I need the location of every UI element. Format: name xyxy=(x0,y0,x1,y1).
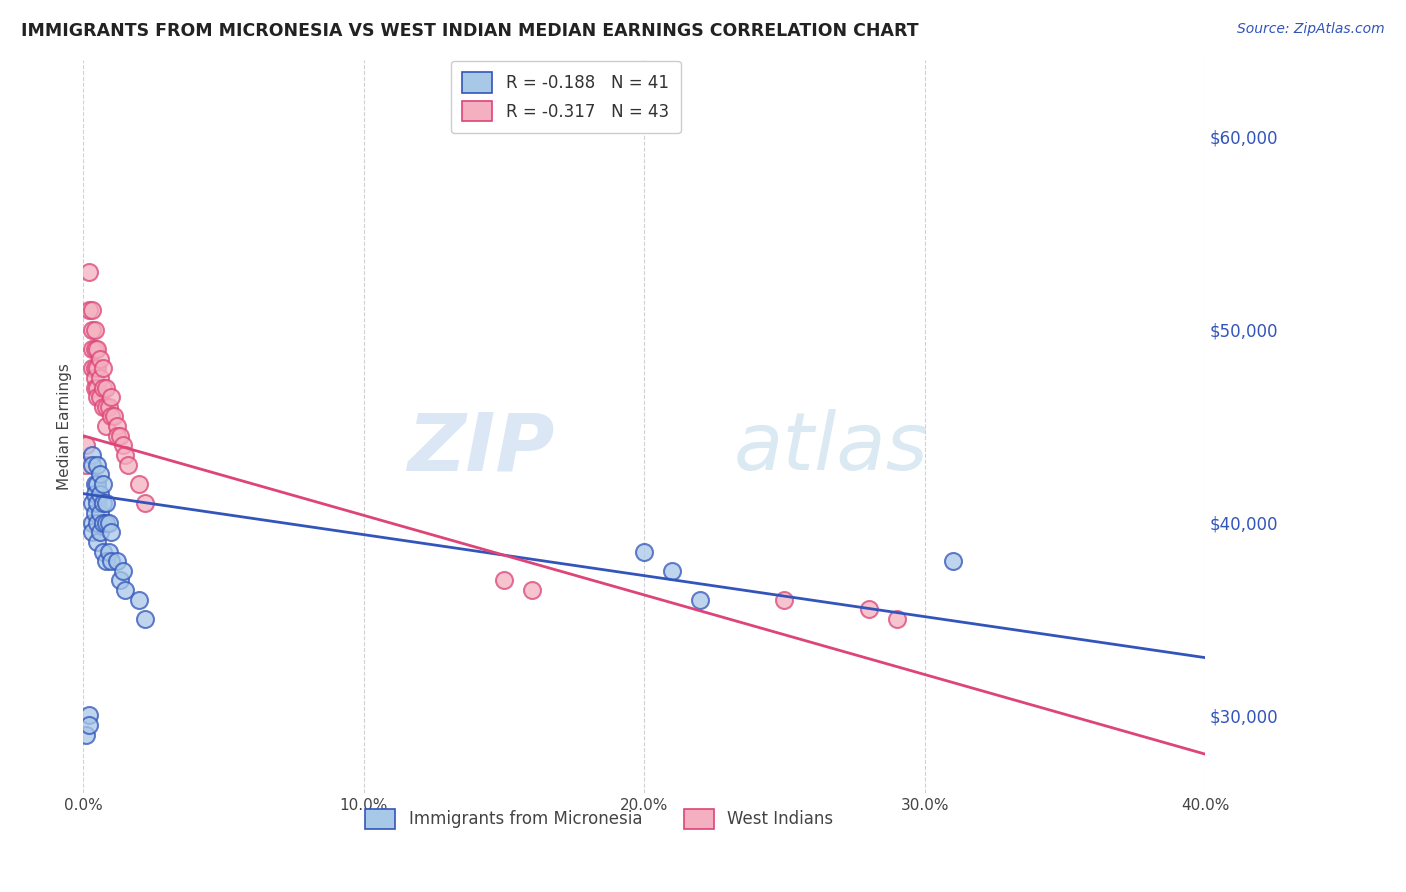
Point xyxy=(103,409,125,424)
Point xyxy=(86,496,108,510)
Point xyxy=(858,602,880,616)
Point xyxy=(94,400,117,414)
Point xyxy=(94,496,117,510)
Point xyxy=(633,544,655,558)
Point xyxy=(83,342,105,356)
Point xyxy=(97,400,120,414)
Point xyxy=(105,419,128,434)
Point xyxy=(91,361,114,376)
Point xyxy=(89,390,111,404)
Point xyxy=(83,486,105,500)
Point xyxy=(689,592,711,607)
Point xyxy=(97,516,120,530)
Point xyxy=(83,380,105,394)
Point xyxy=(100,409,122,424)
Legend: Immigrants from Micronesia, West Indians: Immigrants from Micronesia, West Indians xyxy=(359,802,839,836)
Point xyxy=(86,380,108,394)
Point xyxy=(89,371,111,385)
Point xyxy=(134,612,156,626)
Point xyxy=(97,544,120,558)
Point xyxy=(75,438,97,452)
Point xyxy=(86,534,108,549)
Point xyxy=(80,458,103,472)
Point xyxy=(942,554,965,568)
Point xyxy=(886,612,908,626)
Point xyxy=(89,467,111,482)
Point xyxy=(111,438,134,452)
Point xyxy=(91,400,114,414)
Point xyxy=(91,380,114,394)
Point xyxy=(117,458,139,472)
Point xyxy=(89,486,111,500)
Point xyxy=(105,554,128,568)
Point xyxy=(80,448,103,462)
Point xyxy=(520,583,543,598)
Point xyxy=(661,564,683,578)
Point xyxy=(83,506,105,520)
Point xyxy=(100,554,122,568)
Point xyxy=(111,564,134,578)
Point xyxy=(86,390,108,404)
Point xyxy=(75,458,97,472)
Point xyxy=(91,544,114,558)
Point xyxy=(108,429,131,443)
Point xyxy=(114,448,136,462)
Point xyxy=(91,496,114,510)
Point xyxy=(83,477,105,491)
Point xyxy=(77,265,100,279)
Point xyxy=(114,583,136,598)
Point xyxy=(80,342,103,356)
Point xyxy=(75,728,97,742)
Point xyxy=(80,496,103,510)
Text: atlas: atlas xyxy=(734,409,928,487)
Point xyxy=(94,554,117,568)
Point xyxy=(94,419,117,434)
Text: ZIP: ZIP xyxy=(408,409,554,487)
Point xyxy=(492,574,515,588)
Point xyxy=(77,303,100,318)
Point xyxy=(80,525,103,540)
Point xyxy=(83,323,105,337)
Point xyxy=(89,506,111,520)
Point xyxy=(80,303,103,318)
Text: IMMIGRANTS FROM MICRONESIA VS WEST INDIAN MEDIAN EARNINGS CORRELATION CHART: IMMIGRANTS FROM MICRONESIA VS WEST INDIA… xyxy=(21,22,918,40)
Point xyxy=(128,592,150,607)
Point xyxy=(94,516,117,530)
Point xyxy=(83,361,105,376)
Point xyxy=(94,380,117,394)
Point xyxy=(86,516,108,530)
Point xyxy=(86,361,108,376)
Point xyxy=(86,458,108,472)
Point xyxy=(77,718,100,732)
Point xyxy=(77,708,100,723)
Text: Source: ZipAtlas.com: Source: ZipAtlas.com xyxy=(1237,22,1385,37)
Point xyxy=(89,351,111,366)
Point xyxy=(773,592,796,607)
Point xyxy=(91,516,114,530)
Point xyxy=(89,525,111,540)
Point xyxy=(80,361,103,376)
Point xyxy=(100,390,122,404)
Point xyxy=(83,371,105,385)
Point xyxy=(86,477,108,491)
Point xyxy=(134,496,156,510)
Point xyxy=(128,477,150,491)
Point xyxy=(105,429,128,443)
Point xyxy=(91,477,114,491)
Point xyxy=(86,342,108,356)
Y-axis label: Median Earnings: Median Earnings xyxy=(58,363,72,490)
Point xyxy=(80,323,103,337)
Point xyxy=(108,574,131,588)
Point xyxy=(100,525,122,540)
Point xyxy=(80,516,103,530)
